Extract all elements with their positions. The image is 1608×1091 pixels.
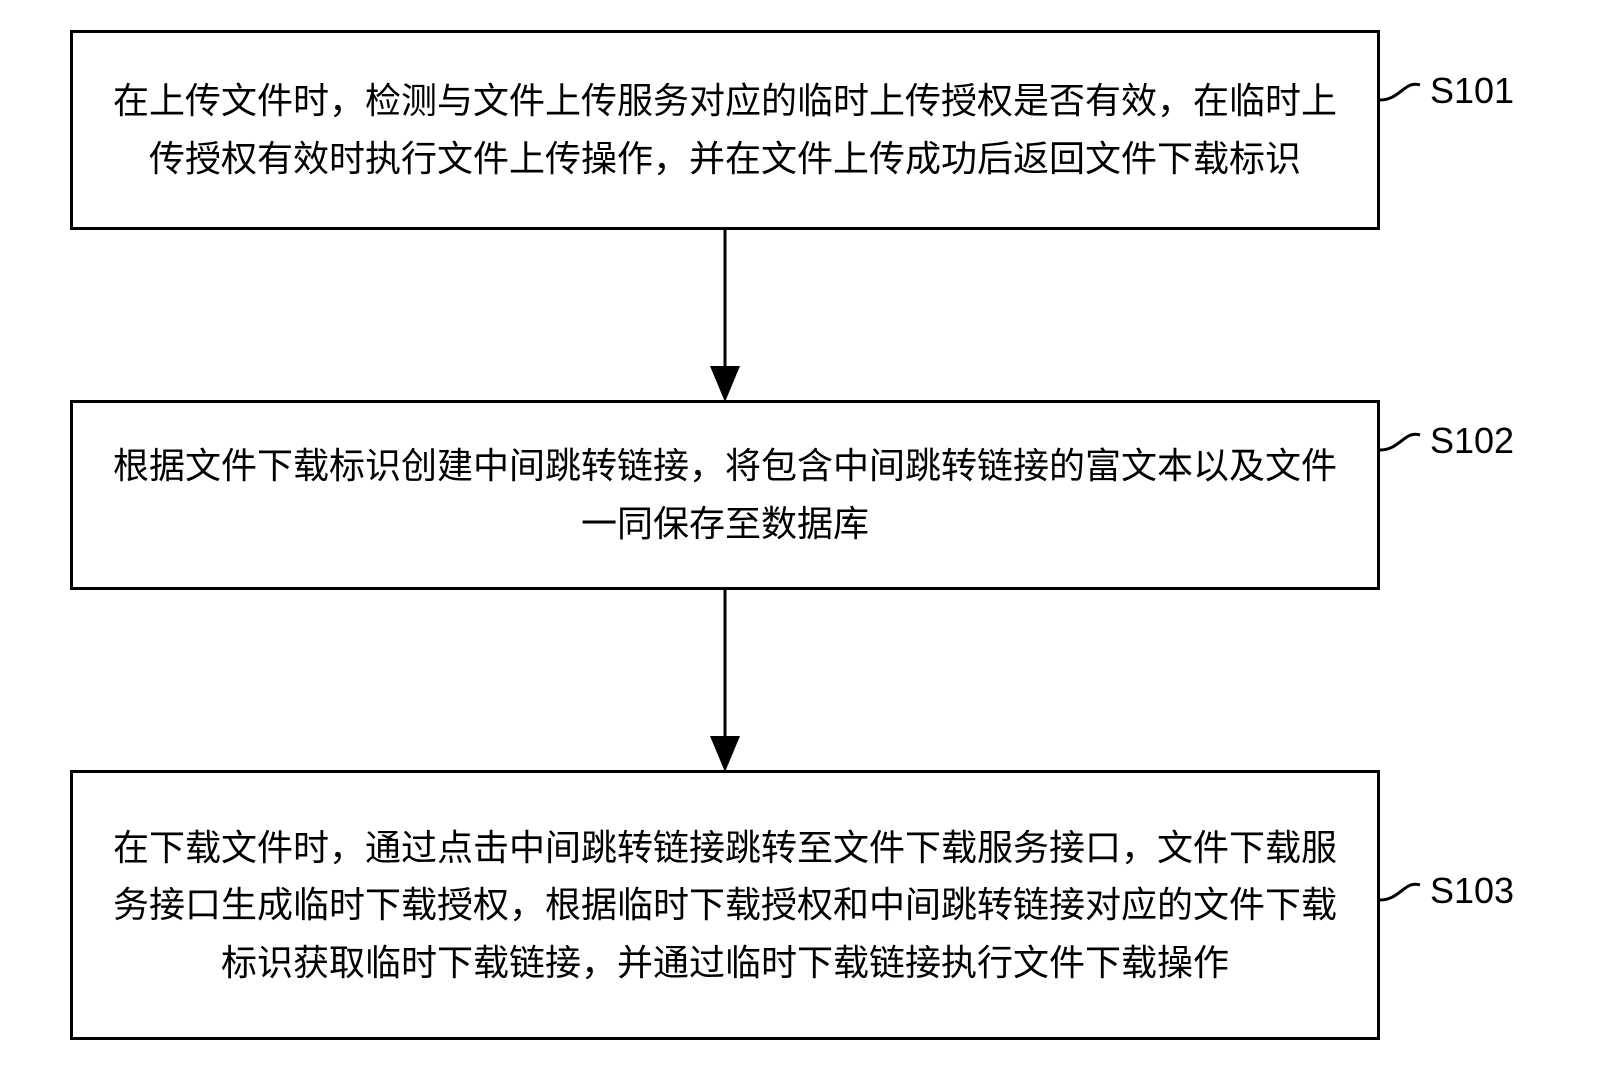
flow-step-text: 在上传文件时，检测与文件上传服务对应的临时上传授权是否有效，在临时上传授权有效时… (103, 72, 1347, 187)
step-label-s101: S101 (1430, 70, 1514, 112)
flow-step-s101: 在上传文件时，检测与文件上传服务对应的临时上传授权是否有效，在临时上传授权有效时… (70, 30, 1380, 230)
step-label-s103: S103 (1430, 870, 1514, 912)
label-connector-s101 (1380, 84, 1420, 100)
label-connector-s103 (1380, 884, 1420, 900)
step-label-text: S103 (1430, 870, 1514, 911)
flow-step-text: 在下载文件时，通过点击中间跳转链接跳转至文件下载服务接口，文件下载服务接口生成临… (103, 819, 1347, 992)
flow-step-s102: 根据文件下载标识创建中间跳转链接，将包含中间跳转链接的富文本以及文件一同保存至数… (70, 400, 1380, 590)
step-label-text: S101 (1430, 70, 1514, 111)
step-label-s102: S102 (1430, 420, 1514, 462)
label-connector-s102 (1380, 434, 1420, 450)
flow-step-text: 根据文件下载标识创建中间跳转链接，将包含中间跳转链接的富文本以及文件一同保存至数… (103, 437, 1347, 552)
step-label-text: S102 (1430, 420, 1514, 461)
flow-step-s103: 在下载文件时，通过点击中间跳转链接跳转至文件下载服务接口，文件下载服务接口生成临… (70, 770, 1380, 1040)
